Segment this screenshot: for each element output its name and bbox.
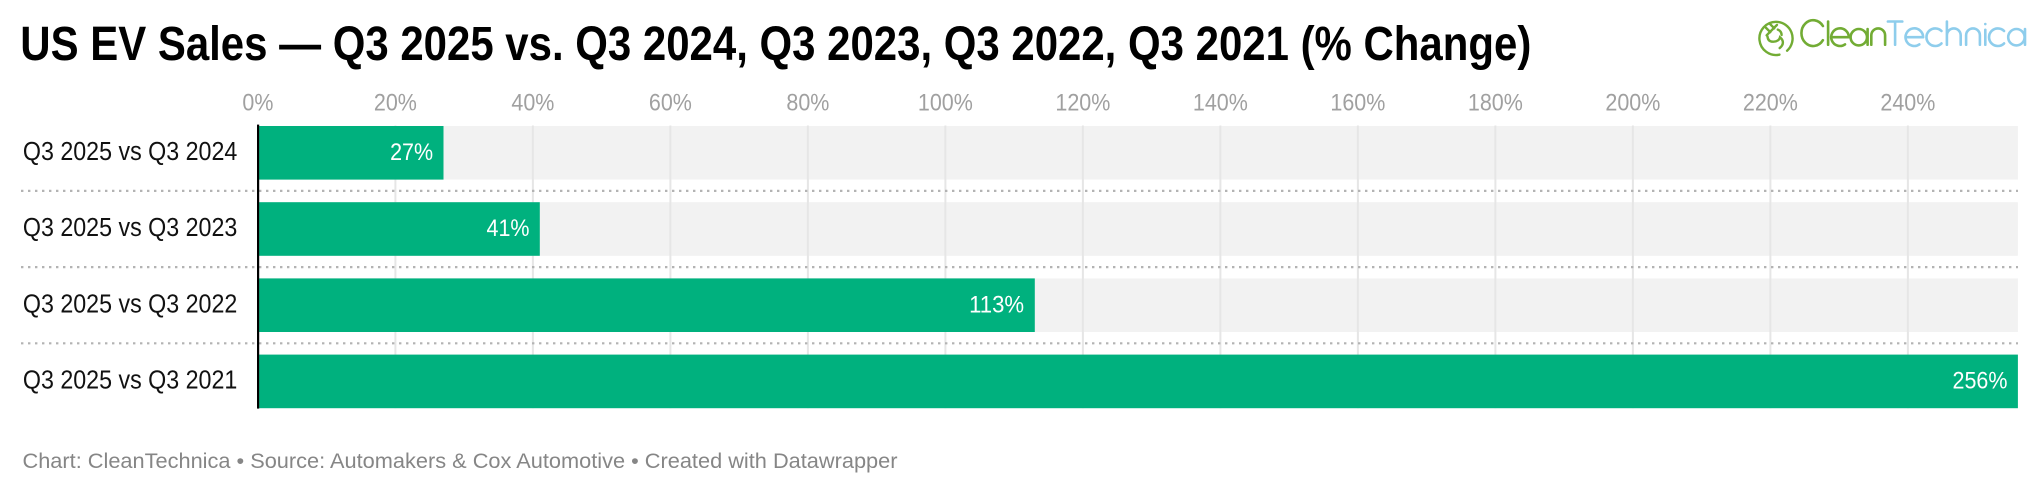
svg-text:160%: 160% bbox=[1330, 89, 1385, 116]
svg-text:40%: 40% bbox=[511, 89, 554, 116]
svg-text:220%: 220% bbox=[1743, 89, 1798, 116]
svg-text:120%: 120% bbox=[1055, 89, 1110, 116]
svg-text:200%: 200% bbox=[1605, 89, 1660, 116]
svg-text:256%: 256% bbox=[1953, 368, 2008, 395]
svg-text:60%: 60% bbox=[649, 89, 692, 116]
svg-text:Q3 2025 vs Q3 2024: Q3 2025 vs Q3 2024 bbox=[23, 138, 237, 166]
svg-text:113%: 113% bbox=[969, 291, 1024, 318]
svg-text:41%: 41% bbox=[487, 215, 530, 242]
svg-text:Q3 2025 vs Q3 2023: Q3 2025 vs Q3 2023 bbox=[23, 214, 237, 242]
svg-text:180%: 180% bbox=[1468, 89, 1523, 116]
svg-text:240%: 240% bbox=[1880, 89, 1935, 116]
svg-text:20%: 20% bbox=[374, 89, 417, 116]
svg-text:US EV Sales — Q3 2025 vs. Q3 2: US EV Sales — Q3 2025 vs. Q3 2024, Q3 20… bbox=[20, 18, 1531, 71]
svg-text:80%: 80% bbox=[786, 89, 829, 116]
svg-text:0%: 0% bbox=[242, 89, 273, 116]
svg-text:27%: 27% bbox=[390, 139, 433, 166]
svg-text:Chart: CleanTechnica • Source:: Chart: CleanTechnica • Source: Automaker… bbox=[23, 449, 898, 473]
svg-text:140%: 140% bbox=[1193, 89, 1248, 116]
svg-text:Q3 2025 vs Q3 2021: Q3 2025 vs Q3 2021 bbox=[23, 367, 237, 395]
svg-text:Q3 2025 vs Q3 2022: Q3 2025 vs Q3 2022 bbox=[23, 290, 237, 318]
svg-text:100%: 100% bbox=[918, 89, 973, 116]
